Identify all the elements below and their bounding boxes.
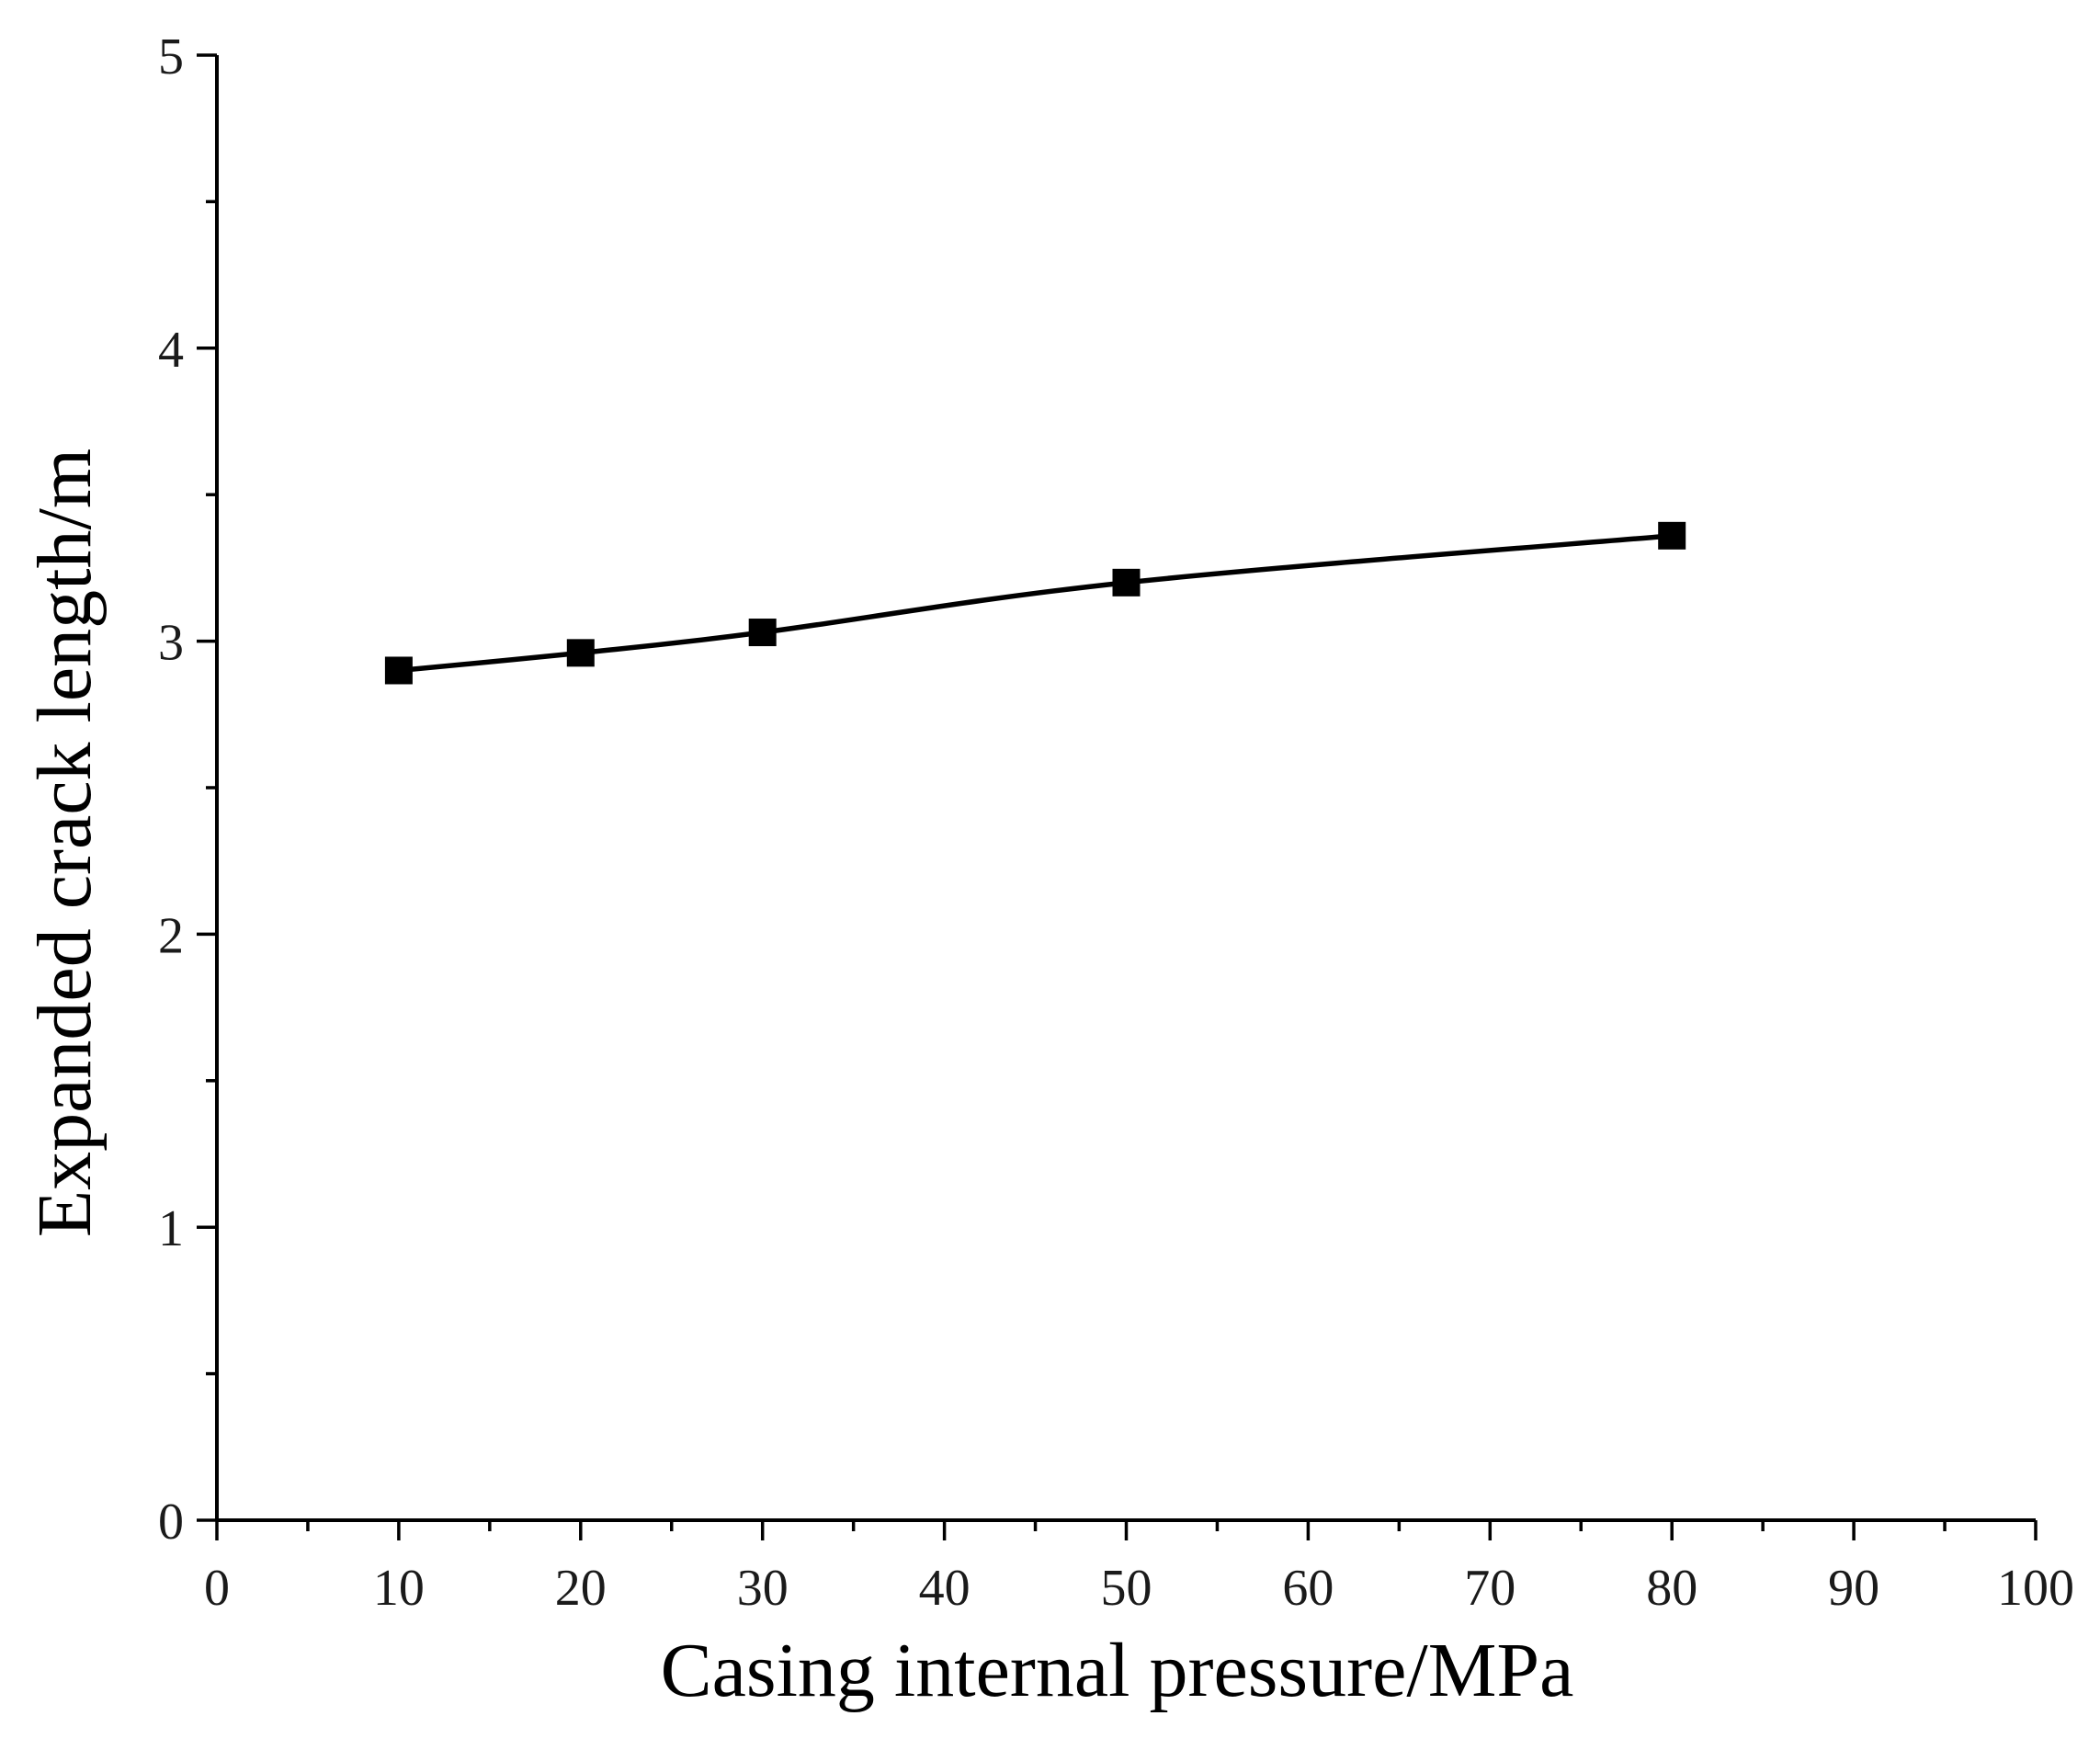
y-ticks [197,53,217,1522]
data-point-marker [748,619,777,647]
x-tick-label: 80 [1646,1560,1697,1617]
x-tick-label: 40 [919,1560,971,1617]
x-tick-label: 50 [1101,1560,1152,1617]
y-tick-label: 0 [158,1494,184,1551]
x-tick-label: 10 [373,1560,425,1617]
x-tick-label: 30 [737,1560,789,1617]
y-tick-label: 4 [158,322,184,379]
x-tick-label: 90 [1828,1560,1879,1617]
x-tick-label: 60 [1282,1560,1334,1617]
x-tick-labels: 0 10 20 30 40 50 60 70 80 90 100 [204,1560,2074,1617]
series-layer [384,521,1686,685]
series-line [398,533,1673,674]
x-tick-label: 20 [555,1560,607,1617]
y-tick-label: 1 [158,1200,184,1257]
y-axis-title: Expanded crack length/m [22,449,108,1237]
y-tick-labels: 0 1 2 3 4 5 [158,28,184,1551]
x-axis-title: Casing internal pressure/MPa [661,1628,1574,1713]
axes [215,55,2036,1522]
x-tick-label: 0 [204,1560,230,1617]
x-tick-label: 100 [1997,1560,2074,1617]
x-tick-label: 70 [1464,1560,1515,1617]
x-ticks [215,1520,2038,1540]
y-tick-label: 3 [158,615,184,672]
data-point-marker [566,639,595,667]
data-point-marker [1658,521,1686,550]
y-tick-label: 5 [158,28,184,85]
y-tick-label: 2 [158,907,184,964]
data-point-marker [1112,568,1141,597]
data-point-marker [384,656,413,685]
